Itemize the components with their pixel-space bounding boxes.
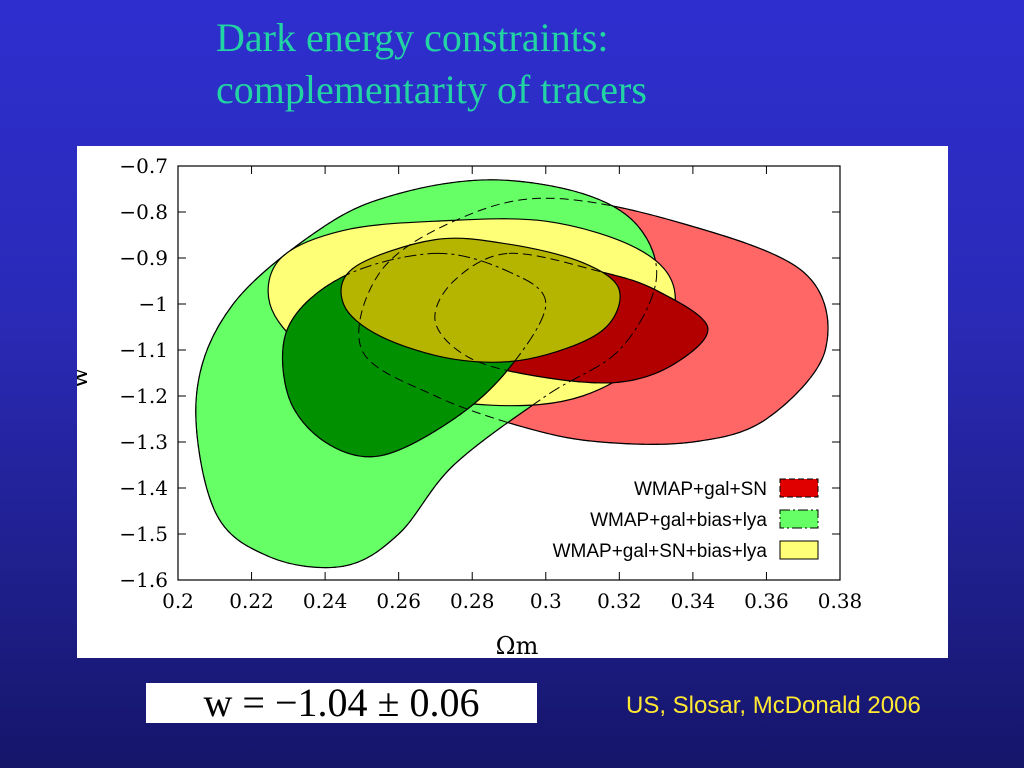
slide-title: Dark energy constraints: complementarity… [216,12,976,116]
y-tick-label: −1.5 [119,522,168,546]
legend-swatch [779,509,819,529]
x-tick-label: 0.32 [597,589,642,613]
y-tick-label: −1.1 [119,338,168,362]
x-tick-label: 0.34 [671,589,716,613]
legend-label: WMAP+gal+SN [634,479,767,500]
axes-layer: 0.2 0.22 0.24 0.26 0.28 0.3 0.32 0.34 0.36 0.38 −0… [119,154,862,613]
legend-swatch [779,540,819,560]
contour-inner-outline-1 [282,252,547,458]
x-tick-label: 0.3 [530,589,562,613]
plot-frame [177,165,841,581]
contour-outer-outline-0 [358,197,829,445]
formula-box: w = −1.04 ± 0.06 [146,683,537,723]
legend: WMAP+gal+SN WMAP+gal+bias+lya WMAP+gal+SN+… [553,478,819,562]
x-tick-label: 0.38 [818,589,863,613]
legend-label: WMAP+gal+SN+bias+lya [553,541,768,562]
legend-swatch [779,478,819,498]
title-line-2: complementarity of tracers [216,67,647,112]
y-tick-label: −1.6 [119,568,168,592]
y-tick-label: −1.3 [119,430,168,454]
x-tick-label: 0.2 [162,589,194,613]
x-tick-label: 0.24 [303,589,348,613]
contour-inner-2 [340,237,621,363]
contour-chart: 0.2 0.22 0.24 0.26 0.28 0.3 0.32 0.34 0.36 0.38 −0… [77,154,862,658]
y-tick-label: −1 [139,292,168,316]
y-axis-label: w [77,367,93,388]
y-tick-label: −1.4 [119,476,168,500]
x-tick-label: 0.36 [744,589,789,613]
legend-label: WMAP+gal+bias+lya [590,510,767,531]
x-tick-label: 0.28 [450,589,495,613]
title-line-1: Dark energy constraints: [216,15,609,60]
plot-panel: 0.2 0.22 0.24 0.26 0.28 0.3 0.32 0.34 0.36 0.38 −0… [77,146,948,658]
citation: US, Slosar, McDonald 2006 [626,692,921,719]
x-axis-label: Ωm [496,632,539,658]
x-tick-label: 0.26 [376,589,421,613]
contour-outer-outline-1 [195,179,658,569]
y-tick-label: −0.8 [119,200,168,224]
y-tick-label: −0.9 [119,246,168,270]
y-tick-label: −0.7 [119,154,168,178]
contour-inner-outline-0 [434,252,709,384]
contours-layer [195,179,829,569]
y-tick-label: −1.2 [119,384,168,408]
formula-text: w = −1.04 ± 0.06 [203,680,480,725]
x-tick-label: 0.22 [229,589,274,613]
